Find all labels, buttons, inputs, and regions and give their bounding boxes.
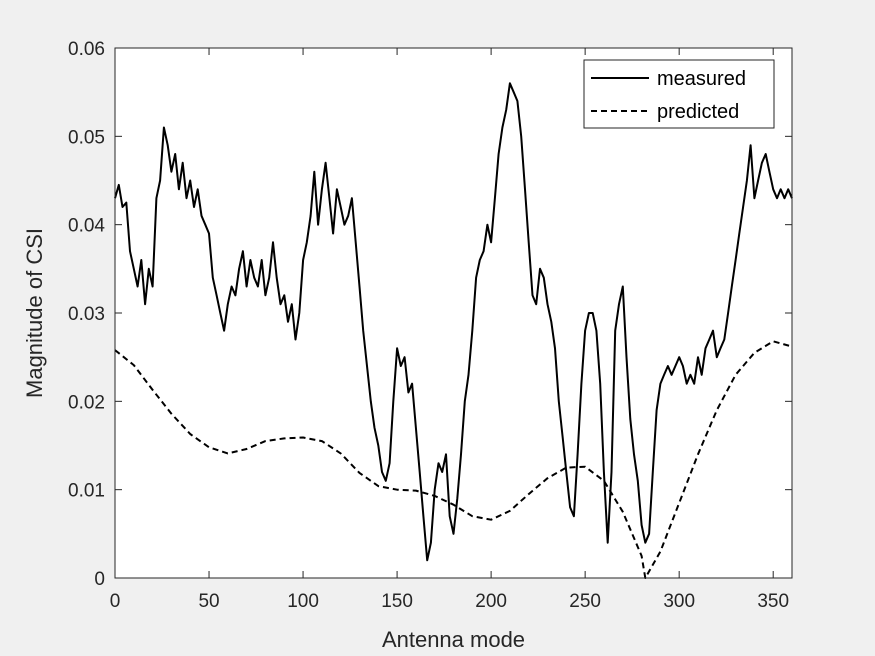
x-tick-label: 350 [757,591,789,612]
y-axis-label: Magnitude of CSI [22,228,47,398]
x-tick-label: 0 [110,591,121,612]
x-axis-label: Antenna mode [382,627,525,652]
y-tick-label: 0.03 [68,304,105,325]
legend: measured predicted [583,59,775,129]
x-tick-label: 200 [475,591,507,612]
legend-predicted-label: predicted [657,101,739,123]
x-tick-label: 250 [569,591,601,612]
y-tick-label: 0.06 [68,39,105,60]
y-tick-label: 0 [94,569,105,590]
series-line-measured [114,82,793,562]
legend-measured-label: measured [657,68,746,90]
x-tick-label: 150 [381,591,413,612]
x-tick-label: 300 [663,591,695,612]
legend-box [583,59,775,129]
x-tick-label: 100 [287,591,319,612]
y-tick-label: 0.04 [68,216,105,237]
plot-area [115,48,792,578]
x-tick-label: 50 [198,591,219,612]
y-tick-label: 0.02 [68,392,105,413]
y-tick-label: 0.05 [68,127,105,148]
series-line-predicted [114,340,793,579]
y-tick-label: 0.01 [68,481,105,502]
series-layer [114,82,793,579]
ticks-layer: 0 50 100 150 200 250 300 350 0 0.01 0.02 0.03 0.04 0.… [68,39,792,612]
